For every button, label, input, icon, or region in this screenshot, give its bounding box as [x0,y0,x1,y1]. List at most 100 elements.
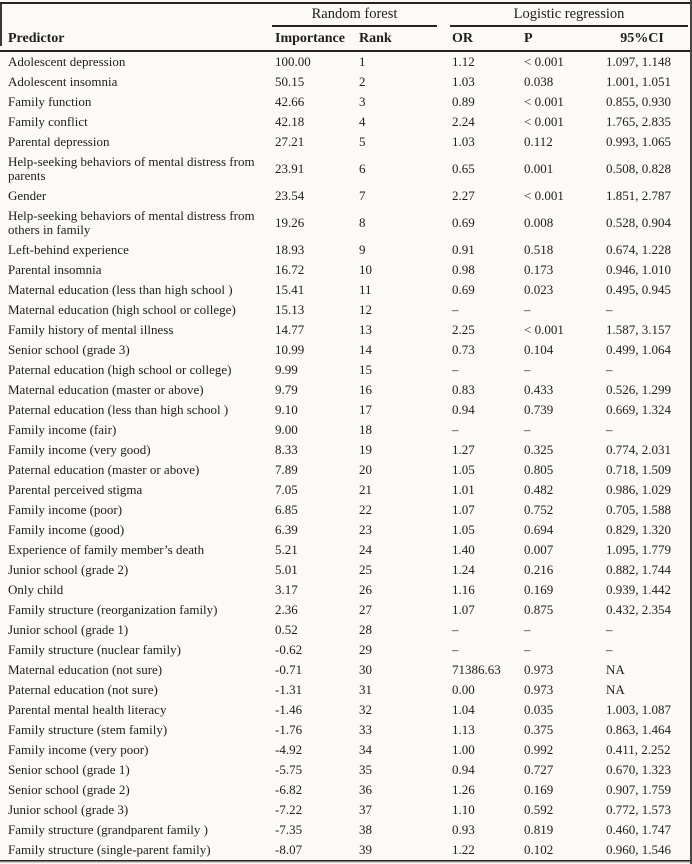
importance-cell: -8.07 [272,840,356,862]
table-row: Experience of family member’s death 5.21… [0,540,690,560]
spanner-logistic-regression: Logistic regression [450,4,688,27]
rank-cell: 31 [359,682,372,697]
header-rank: Rank [356,27,450,52]
rank-cell: 3 [359,94,366,109]
or-cell: 1.22 [450,840,521,862]
table-row: Senior school (grade 1) -5.75 35 0.94 0.… [0,760,690,780]
p-cell: 0.102 [521,840,598,862]
p-cell: 0.592 [524,802,554,817]
importance-cell: 18.93 [275,242,305,257]
or-cell: 2.27 [452,188,475,203]
or-cell: – [452,362,459,377]
importance-cell: 9.79 [275,382,298,397]
ci-cell: 1.097, 1.148 [606,54,671,69]
rank-cell: 39 [356,840,450,862]
rank-cell: 26 [359,582,372,597]
ci-cell: – [606,362,613,377]
importance-cell: 15.13 [275,302,305,317]
ci-cell: 0.882, 1.744 [606,562,671,577]
rank-cell: 27 [359,602,372,617]
importance-cell: 9.99 [275,362,298,377]
predictor-cell: Family history of mental illness [8,322,174,337]
ci-cell: 0.993, 1.065 [606,134,671,149]
importance-cell: 9.10 [275,402,298,417]
rank-cell: 6 [359,161,366,176]
or-cell: 1.07 [452,602,475,617]
table-row: Junior school (grade 2) 5.01 25 1.24 0.2… [0,560,690,580]
table-row: Adolescent depression 100.00 1 1.12 < 0.… [0,51,690,72]
rank-cell: 8 [359,215,366,230]
ci-cell: 0.508, 0.828 [606,161,671,176]
predictor-cell: Left-behind experience [8,242,129,257]
ci-cell: NA [606,662,625,677]
p-cell: 0.973 [524,682,554,697]
importance-cell: 27.21 [275,134,305,149]
or-cell: 1.27 [452,442,475,457]
ci-cell: 0.718, 1.509 [606,462,671,477]
importance-cell: 16.72 [275,262,305,277]
ci-cell: 0.772, 1.573 [606,802,671,817]
table-row: Maternal education (master or above) 9.7… [0,380,690,400]
predictor-cell: Paternal education (high school or colle… [8,362,232,377]
p-cell: 0.112 [524,134,553,149]
or-cell: 1.05 [452,522,475,537]
ci-cell: 0.674, 1.228 [606,242,671,257]
predictor-cell: Junior school (grade 2) [8,562,129,577]
rank-cell: 10 [359,262,372,277]
importance-cell: -1.76 [275,722,303,737]
predictor-cell: Family conflict [8,114,88,129]
or-cell: 1.04 [452,702,475,717]
spanner-random-forest-cell: Random forest [272,3,450,27]
ci-cell: 0.986, 1.029 [606,482,671,497]
scan-bottom-artifact [0,861,690,863]
importance-cell: 23.91 [275,161,305,176]
table-row: Junior school (grade 3) -7.22 37 1.10 0.… [0,800,690,820]
predictor-cell: Family structure (grandparent family ) [8,822,208,837]
p-cell: – [524,642,531,657]
or-cell: 0.65 [452,161,475,176]
rank-cell: 32 [359,702,372,717]
rank-cell: 37 [359,802,372,817]
ci-cell: 0.411, 2.252 [606,742,671,757]
header-p: P [521,27,598,52]
predictor-cell: Senior school (grade 2) [8,782,130,797]
importance-cell: -4.92 [275,742,303,757]
p-cell: < 0.001 [524,54,564,69]
rank-cell: 29 [359,642,372,657]
or-cell: 0.94 [452,402,475,417]
rank-cell: 17 [359,402,372,417]
ci-cell: 0.460, 1.747 [606,822,671,837]
rank-cell: 30 [359,662,372,677]
or-cell: 2.24 [452,114,475,129]
predictor-cell: Parental depression [8,134,110,149]
p-cell: – [524,362,531,377]
importance-cell: 7.89 [275,462,298,477]
ci-cell: 1.765, 2.835 [606,114,671,129]
rank-cell: 28 [359,622,372,637]
or-cell: 1.24 [452,562,475,577]
importance-cell: 50.15 [275,74,305,89]
p-cell: – [524,622,531,637]
p-cell: 0.694 [524,522,554,537]
rank-cell: 15 [359,362,372,377]
importance-cell: 5.01 [275,562,298,577]
rank-cell: 12 [359,302,372,317]
p-cell: 0.992 [524,742,554,757]
or-cell: 0.93 [452,822,475,837]
p-cell: < 0.001 [524,188,564,203]
table-row: Family structure (nuclear family) -0.62 … [0,640,690,660]
p-cell: 0.038 [524,74,554,89]
or-cell: 0.98 [452,262,475,277]
importance-cell: 14.77 [275,322,305,337]
spanner-random-forest: Random forest [272,4,437,27]
table-body: Adolescent depression 100.00 1 1.12 < 0.… [0,51,690,862]
spanner-logistic-regression-cell: Logistic regression [450,3,690,27]
table-row: Paternal education (less than high schoo… [0,400,690,420]
ci-cell: 0.946, 1.010 [606,262,671,277]
table-row: Family structure (reorganization family)… [0,600,690,620]
importance-cell: -0.62 [275,642,303,657]
predictor-cell: Family function [8,94,92,109]
p-cell: 0.739 [524,402,554,417]
predictor-cell: Parental mental health literacy [8,702,167,717]
or-cell: – [452,622,459,637]
